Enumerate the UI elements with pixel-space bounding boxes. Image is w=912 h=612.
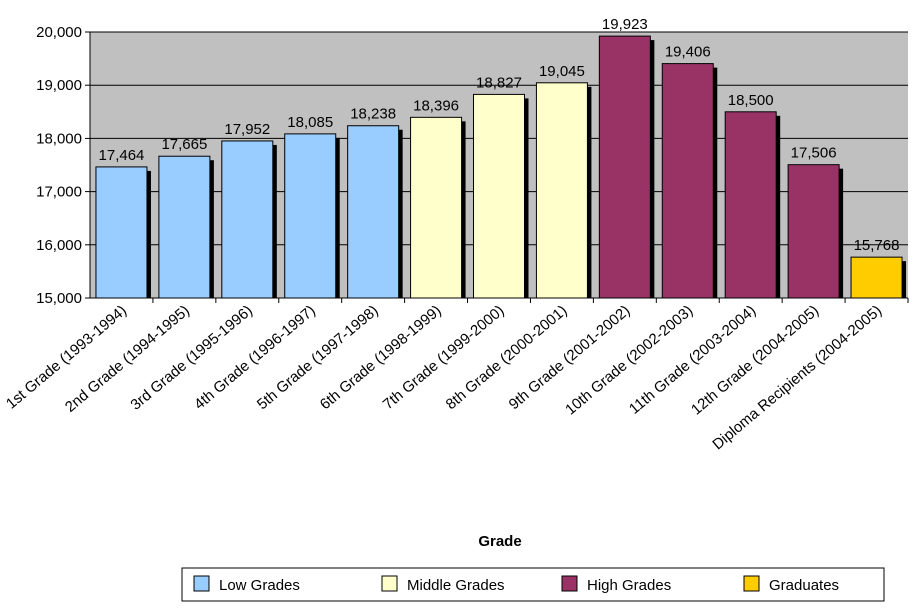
y-tick-label: 20,000: [36, 24, 82, 41]
bar: [598, 35, 651, 299]
bar-value-label: 18,085: [287, 114, 333, 131]
legend-swatch: [381, 575, 398, 592]
x-tick-label: 6th Grade (1998-1999): [317, 302, 445, 413]
bar-value-label: 19,923: [602, 16, 648, 33]
data-labels: 17,464 17,665 17,952 18,085 18,238 18,396 18,8…: [99, 16, 900, 254]
bar: [347, 125, 400, 299]
bar: [95, 166, 148, 299]
y-tick-label: 17,000: [36, 184, 82, 201]
bar: [221, 140, 274, 299]
legend-label: High Grades: [587, 577, 671, 594]
bar: [473, 93, 525, 299]
x-tick-label: 7th Grade (1999-2000): [380, 302, 508, 413]
x-axis-title: Grade: [478, 533, 521, 550]
x-tick-label: 5th Grade (1997-1998): [254, 302, 382, 413]
legend-swatch: [743, 575, 760, 592]
bars-group: [95, 35, 907, 299]
bar-value-label: 18,827: [476, 74, 522, 91]
x-axis-ticks: 1st Grade (1993-1994)2nd Grade (1994-199…: [3, 298, 909, 453]
legend-label: Middle Grades: [407, 577, 505, 594]
bar-value-label: 15,768: [854, 237, 900, 254]
bar: [661, 63, 714, 299]
bar-value-label: 17,464: [99, 147, 145, 164]
bar: [158, 155, 211, 299]
y-tick-label: 18,000: [36, 130, 82, 147]
bar-value-label: 17,952: [224, 121, 270, 138]
legend: Low Grades Middle Grades High Grades Gradua…: [181, 567, 885, 602]
x-tick-label: 4th Grade (1996-1997): [191, 302, 319, 413]
bar-value-label: 19,045: [539, 63, 585, 80]
bar: [284, 133, 337, 299]
y-tick-label: 15,000: [36, 290, 82, 307]
bar: [535, 82, 588, 299]
legend-swatch: [561, 575, 578, 592]
x-tick-label: 3rd Grade (1995-1996): [127, 302, 255, 414]
bar-value-label: 18,500: [728, 92, 774, 109]
legend-swatch: [193, 575, 210, 592]
legend-box: [181, 567, 885, 602]
x-tick-label: 8th Grade (2000-2001): [443, 302, 571, 413]
bar: [410, 116, 463, 299]
y-tick-label: 19,000: [36, 77, 82, 94]
bar-value-label: 18,238: [350, 106, 396, 123]
legend-label: Graduates: [769, 577, 839, 594]
bar-value-label: 17,506: [791, 145, 837, 162]
legend-label: Low Grades: [219, 577, 300, 594]
bar: [787, 164, 840, 299]
x-tick-label: 9th Grade (2001-2002): [506, 302, 634, 413]
x-tick-label: 1st Grade (1993-1994): [3, 302, 130, 413]
x-tick-label: 2nd Grade (1994-1995): [62, 302, 193, 416]
bar-value-label: 17,665: [161, 136, 207, 153]
y-tick-label: 16,000: [36, 237, 82, 254]
bar-value-label: 19,406: [665, 44, 711, 61]
bar: [724, 111, 777, 299]
bar-value-label: 18,396: [413, 97, 459, 114]
bar: [850, 256, 903, 299]
y-axis-ticks: 15,000 16,000 17,000 18,000 19,000 20,000: [36, 24, 90, 307]
